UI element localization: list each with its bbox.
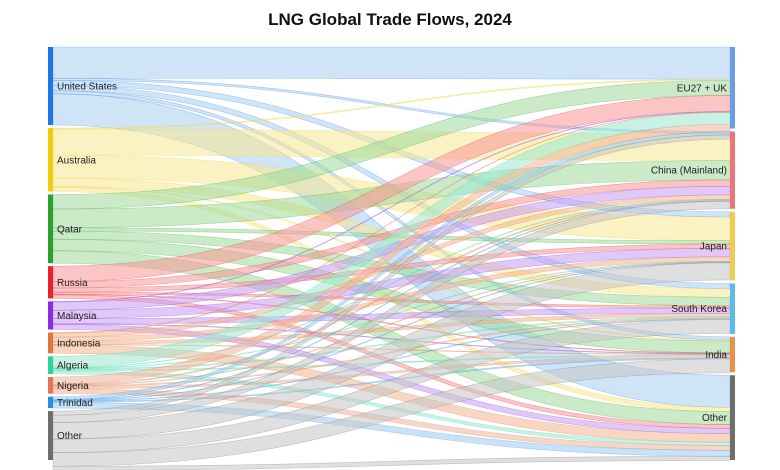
target-node-japan bbox=[730, 211, 735, 281]
node-labels: United States Australia Qatar Russia Malaysi… bbox=[57, 82, 728, 443]
flow-united-states-to-eu27-uk bbox=[52, 46, 731, 80]
source-label-other: Other bbox=[57, 431, 83, 442]
source-node-qatar bbox=[48, 194, 53, 264]
target-label-south-korea: South Korea bbox=[671, 304, 727, 315]
source-label-australia: Australia bbox=[57, 155, 96, 166]
flow-other-to-other bbox=[52, 455, 731, 470]
target-label-eu27-uk: EU27 + UK bbox=[677, 83, 728, 94]
source-node-malaysia bbox=[48, 301, 53, 330]
source-node-nigeria bbox=[48, 377, 53, 394]
source-node-algeria bbox=[48, 356, 53, 375]
source-node-united-states bbox=[48, 47, 53, 126]
target-label-china-mainland: China (Mainland) bbox=[651, 166, 727, 177]
source-label-indonesia: Indonesia bbox=[57, 338, 101, 349]
target-node-india bbox=[730, 336, 735, 373]
flow-links bbox=[52, 46, 731, 470]
nodes bbox=[48, 47, 735, 460]
source-label-nigeria: Nigeria bbox=[57, 381, 89, 392]
source-label-malaysia: Malaysia bbox=[57, 311, 97, 322]
source-label-qatar: Qatar bbox=[57, 224, 83, 235]
flow-other-to-china-mainland- bbox=[52, 200, 731, 423]
chart-title: LNG Global Trade Flows, 2024 bbox=[268, 10, 512, 29]
source-label-trinidad: Trinidad bbox=[57, 398, 93, 409]
source-node-trinidad bbox=[48, 396, 53, 409]
target-label-india: India bbox=[705, 350, 727, 361]
source-node-australia bbox=[48, 128, 53, 192]
target-node-china-mainland bbox=[730, 131, 735, 209]
source-node-russia bbox=[48, 266, 53, 299]
target-node-south-korea bbox=[730, 283, 735, 334]
target-label-japan: Japan bbox=[700, 242, 727, 253]
source-label-algeria: Algeria bbox=[57, 361, 89, 372]
target-node-other bbox=[730, 375, 735, 460]
source-node-other bbox=[48, 411, 53, 460]
flow-other-to-india bbox=[52, 358, 731, 467]
target-label-other: Other bbox=[702, 413, 728, 424]
source-label-united-states: United States bbox=[57, 82, 117, 93]
source-node-indonesia bbox=[48, 332, 53, 354]
source-label-russia: Russia bbox=[57, 278, 88, 289]
target-node-eu27-uk bbox=[730, 47, 735, 129]
